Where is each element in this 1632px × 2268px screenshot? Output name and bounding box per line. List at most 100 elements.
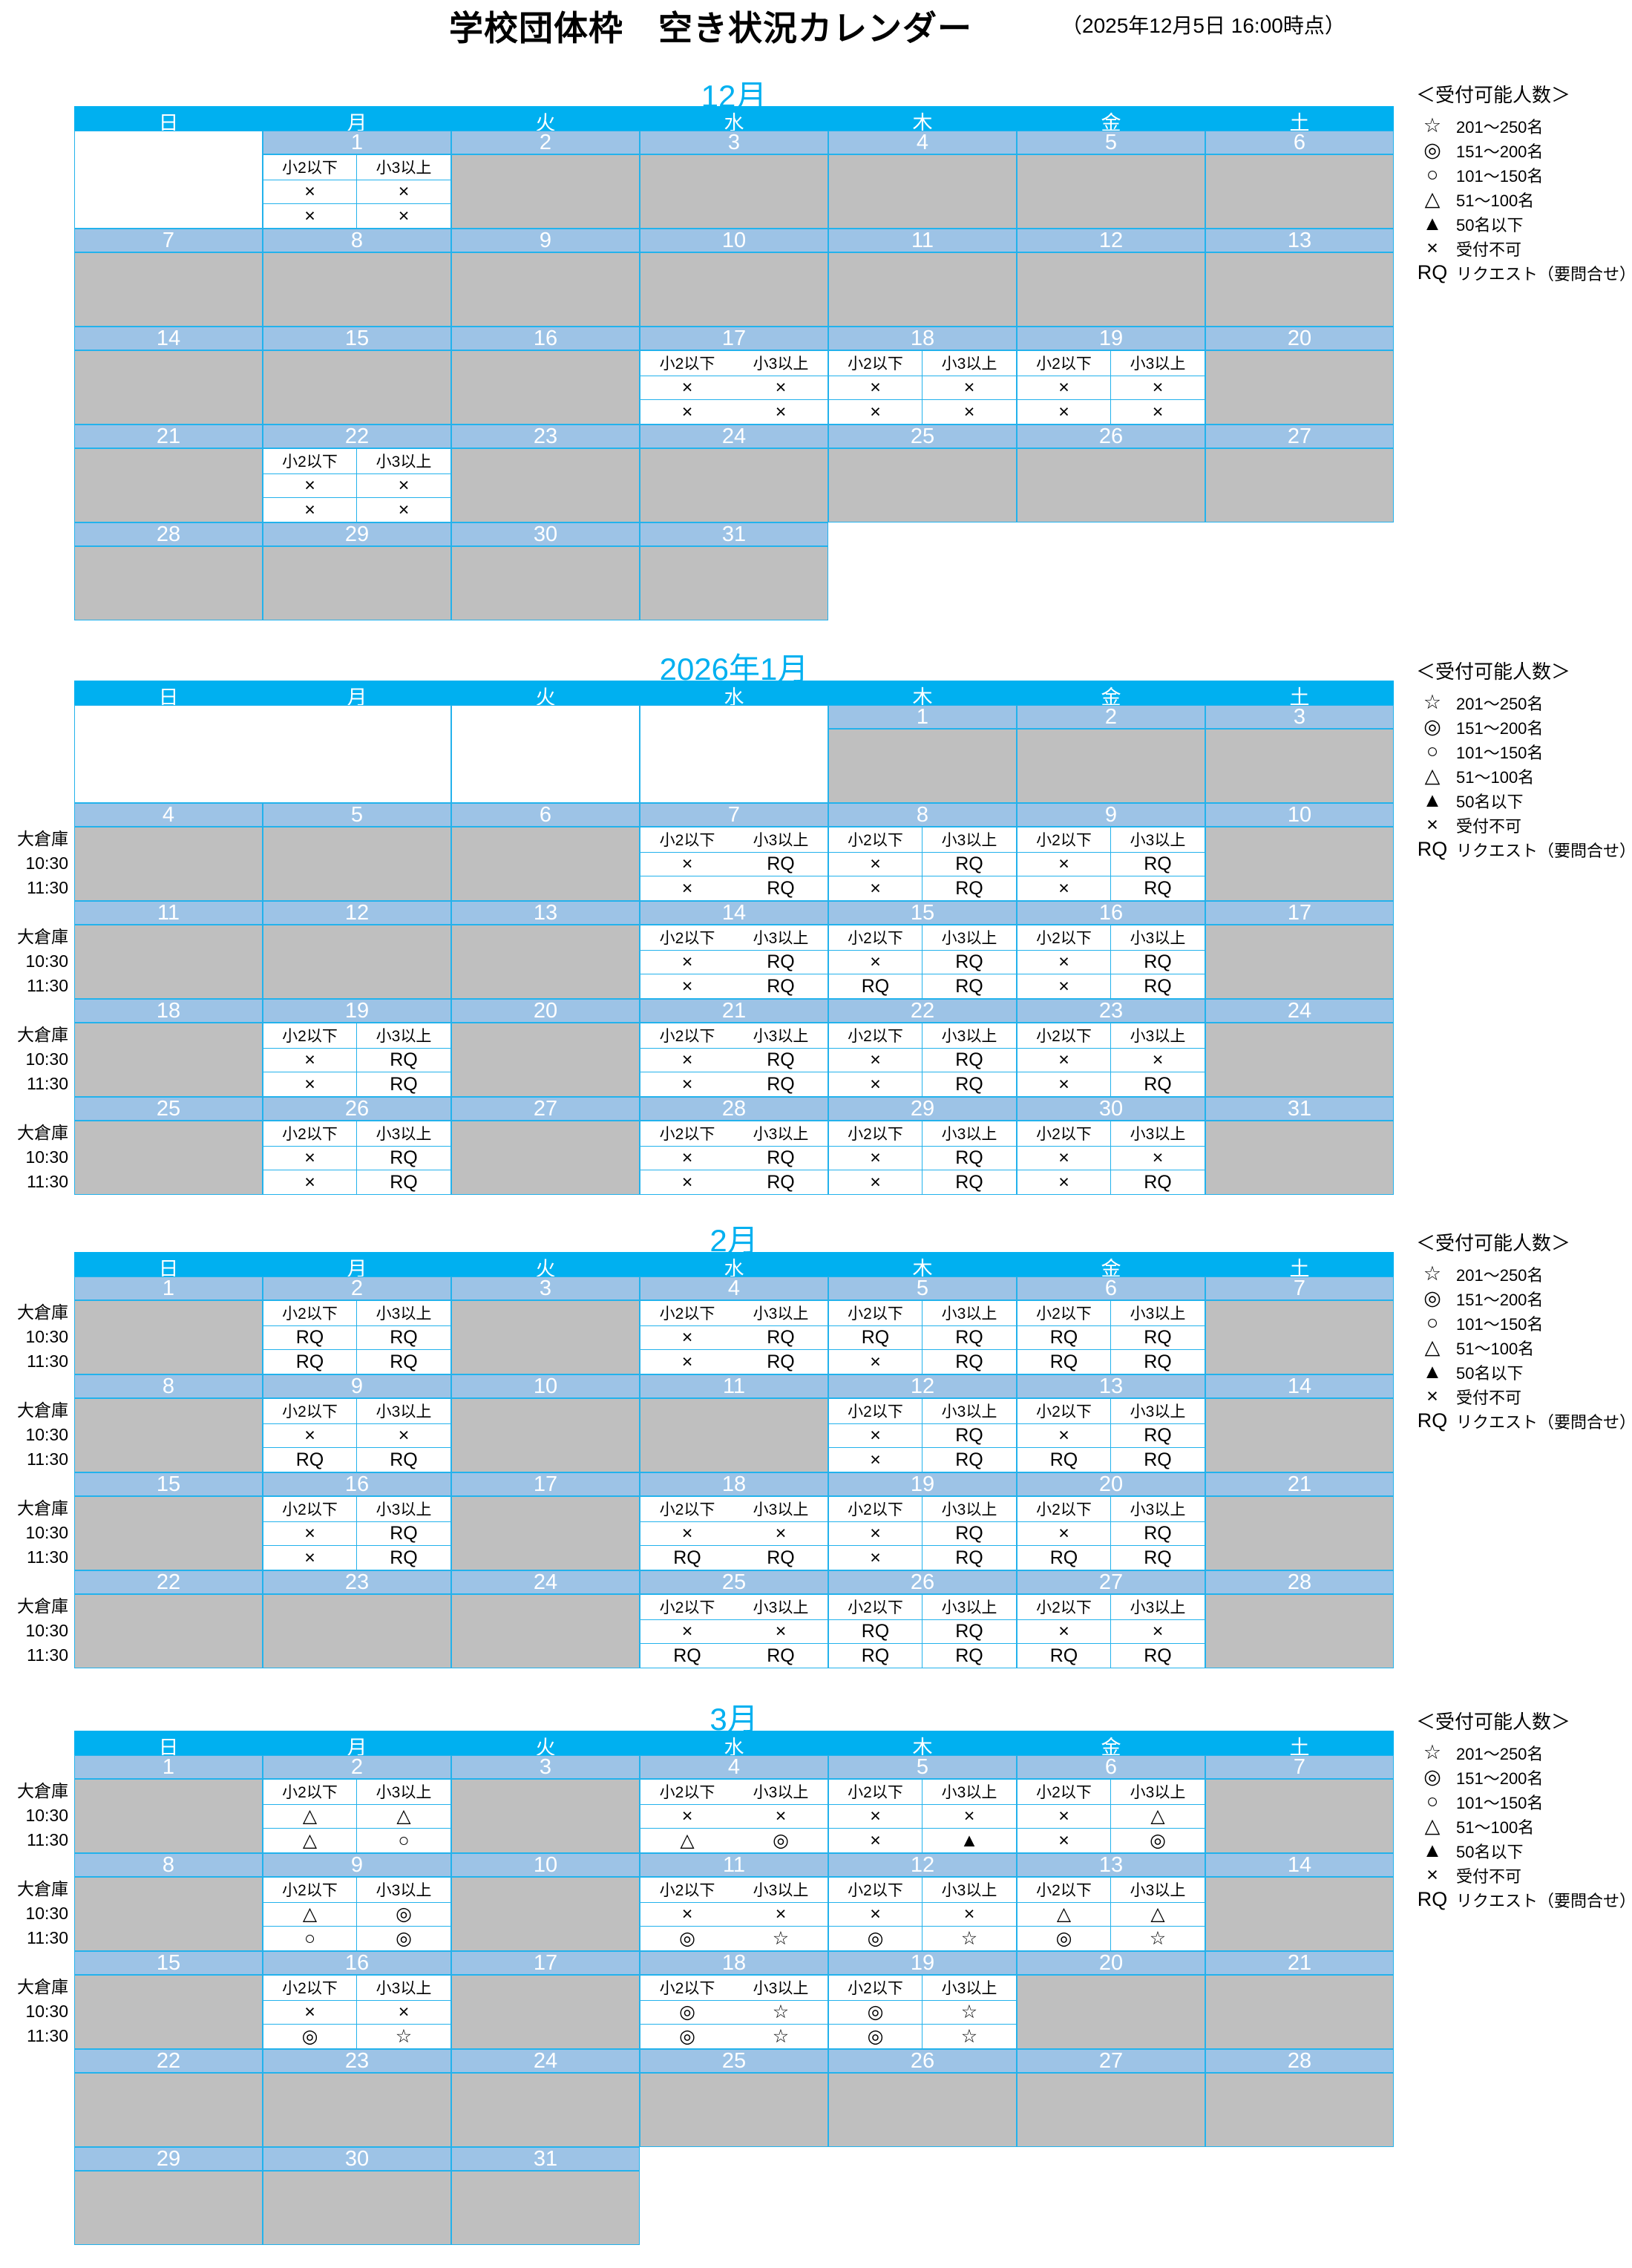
availability-value: × <box>922 399 1016 424</box>
availability-value: RQ <box>922 876 1016 900</box>
availability-value: RQ <box>640 1643 734 1668</box>
availability-value: RQ <box>1017 1545 1111 1570</box>
availability-value: RQ <box>922 1619 1016 1644</box>
availability-value: ◎ <box>640 1999 734 2025</box>
availability-value: RQ <box>922 1145 1016 1170</box>
weekday-header-row: 日月火水木金土 <box>74 106 1394 137</box>
availability-value: RQ <box>1111 974 1205 998</box>
week-row: 14 15 16 17 小2以下 小3以上 × × × × 18 小2以下 小3以上 × × × × 19 小2以下… <box>74 327 1394 425</box>
age-group-header: 小2以下 <box>829 1121 922 1146</box>
legend-item: ▲ 50名以下 <box>1416 1838 1624 1863</box>
availability-value: RQ <box>829 1325 922 1350</box>
availability-subtable: 小2以下 小3以上 × △ × ◎ <box>1017 1779 1205 1853</box>
availability-value: RQ <box>357 1072 450 1096</box>
time-label-1130: 11:30 <box>27 976 68 995</box>
day-number: 29 <box>74 2147 263 2171</box>
unavailable-day-cell <box>1205 1398 1394 1472</box>
unavailable-day-cell <box>451 1300 640 1374</box>
age-group-header: 小3以上 <box>1130 1126 1186 1144</box>
availability-value: × <box>1017 1170 1111 1194</box>
week-row: 7 8 9 10 11 12 13 <box>74 229 1394 327</box>
day-number: 21 <box>1205 1951 1394 1975</box>
availability-subtable: 小2以下 小3以上 × RQ × RQ <box>263 1121 451 1195</box>
room-label: 大倉庫 <box>17 1977 68 1996</box>
unavailable-day-cell <box>451 925 640 999</box>
day-number: 23 <box>263 2049 451 2073</box>
availability-value: × <box>640 399 734 424</box>
availability-value: RQ <box>829 974 922 998</box>
day-number: 19 <box>1017 327 1205 350</box>
availability-value: × <box>734 375 828 400</box>
availability-value: RQ <box>1111 851 1205 876</box>
age-group-header: 小2以下 <box>829 1497 922 1521</box>
availability-subtable: 小2以下 小3以上 × RQ × RQ <box>640 827 828 901</box>
day-number: 19 <box>263 999 451 1023</box>
availability-value: × <box>640 1047 734 1072</box>
age-group-header: 小2以下 <box>263 1497 357 1521</box>
age-group-header: 小2以下 <box>659 355 715 373</box>
day-number: 8 <box>828 803 1017 827</box>
week-row: 22 23 24 25 26 27 28 <box>74 2049 1394 2147</box>
time-label-1030: 10:30 <box>25 1425 68 1444</box>
availability-value: RQ <box>922 1047 1016 1072</box>
age-group-header: 小3以上 <box>753 1305 809 1323</box>
availability-value: × <box>829 1901 922 1927</box>
availability-value: △ <box>263 1901 357 1927</box>
unavailable-day-cell <box>1205 1496 1394 1570</box>
day-number: 6 <box>1205 131 1394 154</box>
age-group-header: 小2以下 <box>659 1501 715 1519</box>
availability-value: △ <box>1017 1901 1111 1927</box>
availability-value: RQ <box>922 1072 1016 1096</box>
unavailable-day-cell <box>263 350 451 425</box>
availability-value: RQ <box>734 1145 828 1170</box>
availability-value: × <box>1017 1072 1111 1096</box>
age-group-header: 小2以下 <box>829 827 922 852</box>
day-number: 13 <box>1205 229 1394 252</box>
day-number: 14 <box>1205 1853 1394 1877</box>
availability-value: × <box>1017 1803 1111 1829</box>
age-group-header: 小3以上 <box>753 355 809 373</box>
legend-label: 101～150名 <box>1456 743 1544 762</box>
availability-value: × <box>640 974 734 998</box>
availability-subtable: 小2以下 小3以上 × × × × <box>263 448 451 522</box>
day-number: 2 <box>263 1755 451 1779</box>
legend-item: RQ リクエスト（要問合せ） <box>1416 1409 1632 1433</box>
time-label-1130: 11:30 <box>27 1830 68 1849</box>
legend-label: リクエスト（要問合せ） <box>1456 1412 1632 1432</box>
legend-item: × 受付不可 <box>1416 236 1624 260</box>
age-group-header: 小2以下 <box>263 1399 357 1423</box>
day-number: 14 <box>640 901 828 925</box>
availability-value: ☆ <box>734 1999 828 2025</box>
legend-item: ◎ 151～200名 <box>1416 1286 1624 1311</box>
time-label-1030: 10:30 <box>25 1049 68 1069</box>
availability-value: × <box>829 375 922 400</box>
availability-value: × <box>1017 949 1111 974</box>
age-group-header: 小3以上 <box>941 930 997 948</box>
legend-symbol: ◎ <box>1423 715 1441 738</box>
day-number: 1 <box>828 705 1017 729</box>
availability-value: RQ <box>734 1325 828 1350</box>
availability-value: RQ <box>922 949 1016 974</box>
day-number: 17 <box>1205 901 1394 925</box>
day-number: 4 <box>640 1276 828 1300</box>
availability-value: RQ <box>734 1545 828 1570</box>
time-label-1130: 11:30 <box>27 878 68 897</box>
day-number: 19 <box>828 1472 1017 1496</box>
availability-subtable: 小2以下 小3以上 △ △ △ ○ <box>263 1779 451 1853</box>
day-number: 31 <box>451 2147 640 2171</box>
age-group-header: 小2以下 <box>1017 1301 1111 1325</box>
availability-subtable: 小2以下 小3以上 RQ RQ RQ RQ <box>1017 1300 1205 1374</box>
age-group-header: 小2以下 <box>659 1599 715 1617</box>
legend-item: ◎ 151～200名 <box>1416 138 1624 163</box>
age-group-header: 小2以下 <box>659 930 715 948</box>
availability-value: △ <box>1111 1803 1205 1829</box>
availability-subtable: 小2以下 小3以上 △ ◎ ○ ◎ <box>263 1877 451 1951</box>
time-label-1030: 10:30 <box>25 951 68 971</box>
age-group-header: 小3以上 <box>1130 1882 1186 1900</box>
availability-value: × <box>640 1325 734 1350</box>
availability-value: × <box>640 1901 734 1927</box>
day-number: 20 <box>451 999 640 1023</box>
day-number: 24 <box>451 2049 640 2073</box>
availability-value: × <box>1017 375 1111 400</box>
